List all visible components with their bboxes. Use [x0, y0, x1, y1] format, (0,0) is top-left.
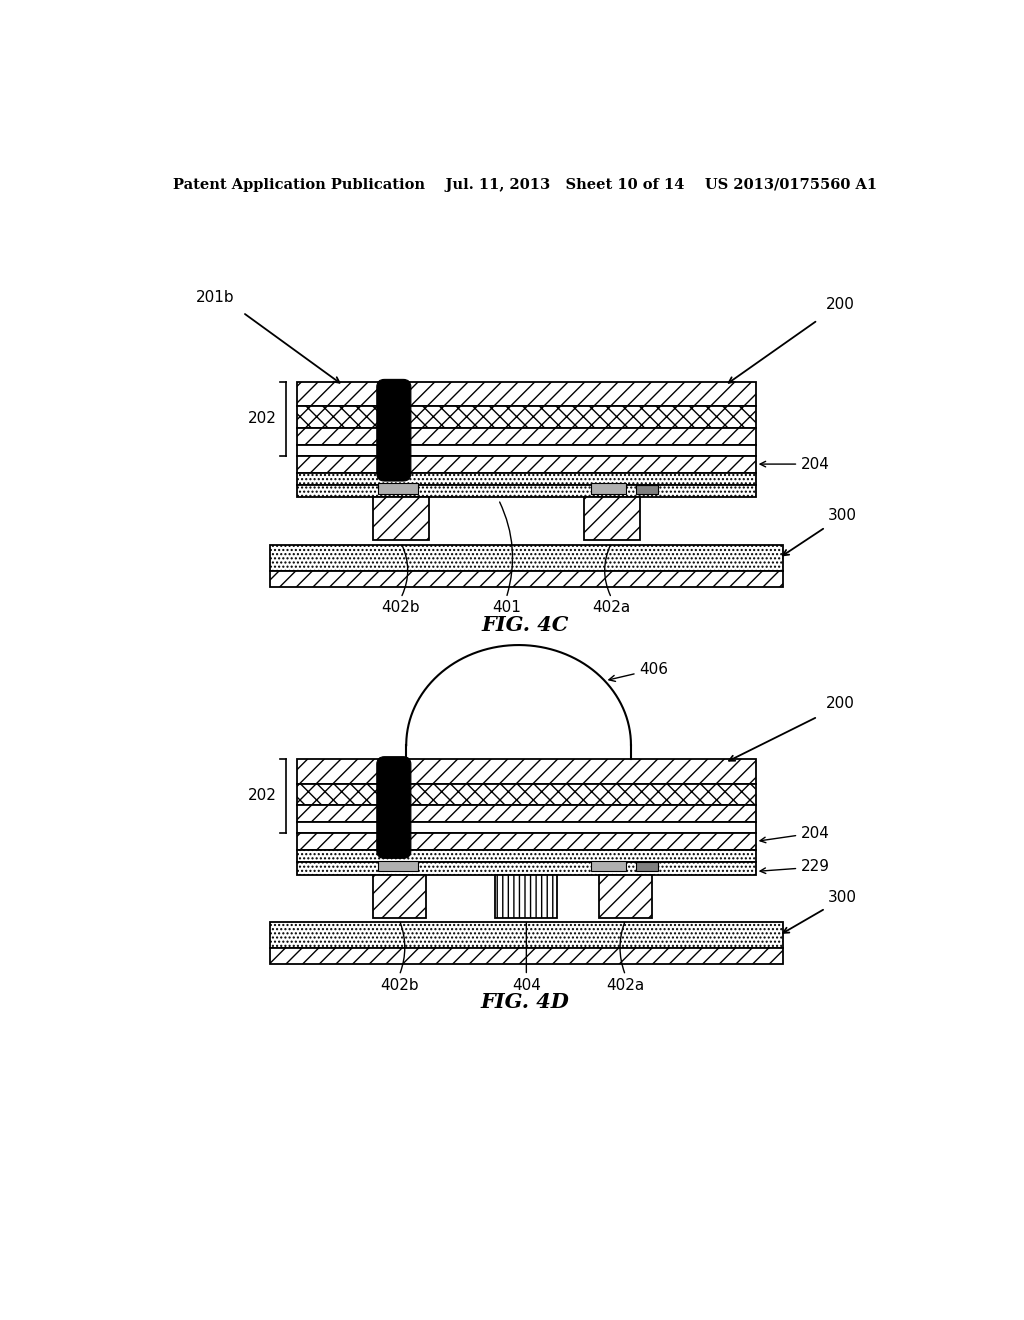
FancyBboxPatch shape: [377, 379, 411, 480]
Bar: [297, 484, 756, 498]
Bar: [592, 483, 627, 494]
Bar: [297, 833, 756, 850]
Text: 404: 404: [512, 978, 541, 993]
Text: 402b: 402b: [380, 978, 419, 993]
Text: 402a: 402a: [606, 978, 645, 993]
Bar: [636, 484, 658, 494]
Text: 201b: 201b: [197, 289, 234, 305]
Bar: [297, 805, 756, 822]
Bar: [297, 445, 756, 455]
Text: 200: 200: [825, 696, 854, 711]
Bar: [378, 861, 418, 871]
Bar: [373, 875, 426, 917]
Bar: [297, 455, 756, 473]
Bar: [378, 483, 418, 494]
Text: 300: 300: [827, 508, 857, 523]
Text: 402a: 402a: [593, 601, 631, 615]
Text: 204: 204: [801, 826, 829, 841]
Bar: [599, 875, 652, 917]
Bar: [297, 473, 756, 484]
Text: 204: 204: [801, 457, 829, 471]
Bar: [270, 923, 783, 949]
Text: FIG. 4D: FIG. 4D: [480, 993, 569, 1012]
Text: 229: 229: [801, 859, 829, 874]
Bar: [297, 850, 756, 862]
Text: FIG. 4C: FIG. 4C: [481, 615, 568, 635]
Bar: [373, 498, 429, 540]
Bar: [297, 784, 756, 805]
Text: 402b: 402b: [382, 601, 420, 615]
FancyBboxPatch shape: [377, 756, 411, 858]
Bar: [297, 407, 756, 428]
Bar: [592, 861, 627, 871]
Text: 200: 200: [825, 297, 854, 313]
Bar: [297, 759, 756, 784]
Bar: [297, 822, 756, 833]
Bar: [636, 862, 658, 871]
Bar: [270, 545, 783, 572]
Text: 300: 300: [827, 890, 857, 904]
Bar: [297, 428, 756, 445]
Bar: [270, 949, 783, 964]
Text: 202: 202: [248, 788, 276, 804]
Bar: [297, 381, 756, 407]
Bar: [584, 498, 640, 540]
Text: 406: 406: [609, 661, 669, 681]
Bar: [297, 862, 756, 875]
Bar: [270, 572, 783, 586]
Text: 401: 401: [492, 601, 520, 615]
Text: Patent Application Publication    Jul. 11, 2013   Sheet 10 of 14    US 2013/0175: Patent Application Publication Jul. 11, …: [173, 178, 877, 191]
Bar: [496, 875, 557, 917]
Text: 202: 202: [248, 411, 276, 426]
